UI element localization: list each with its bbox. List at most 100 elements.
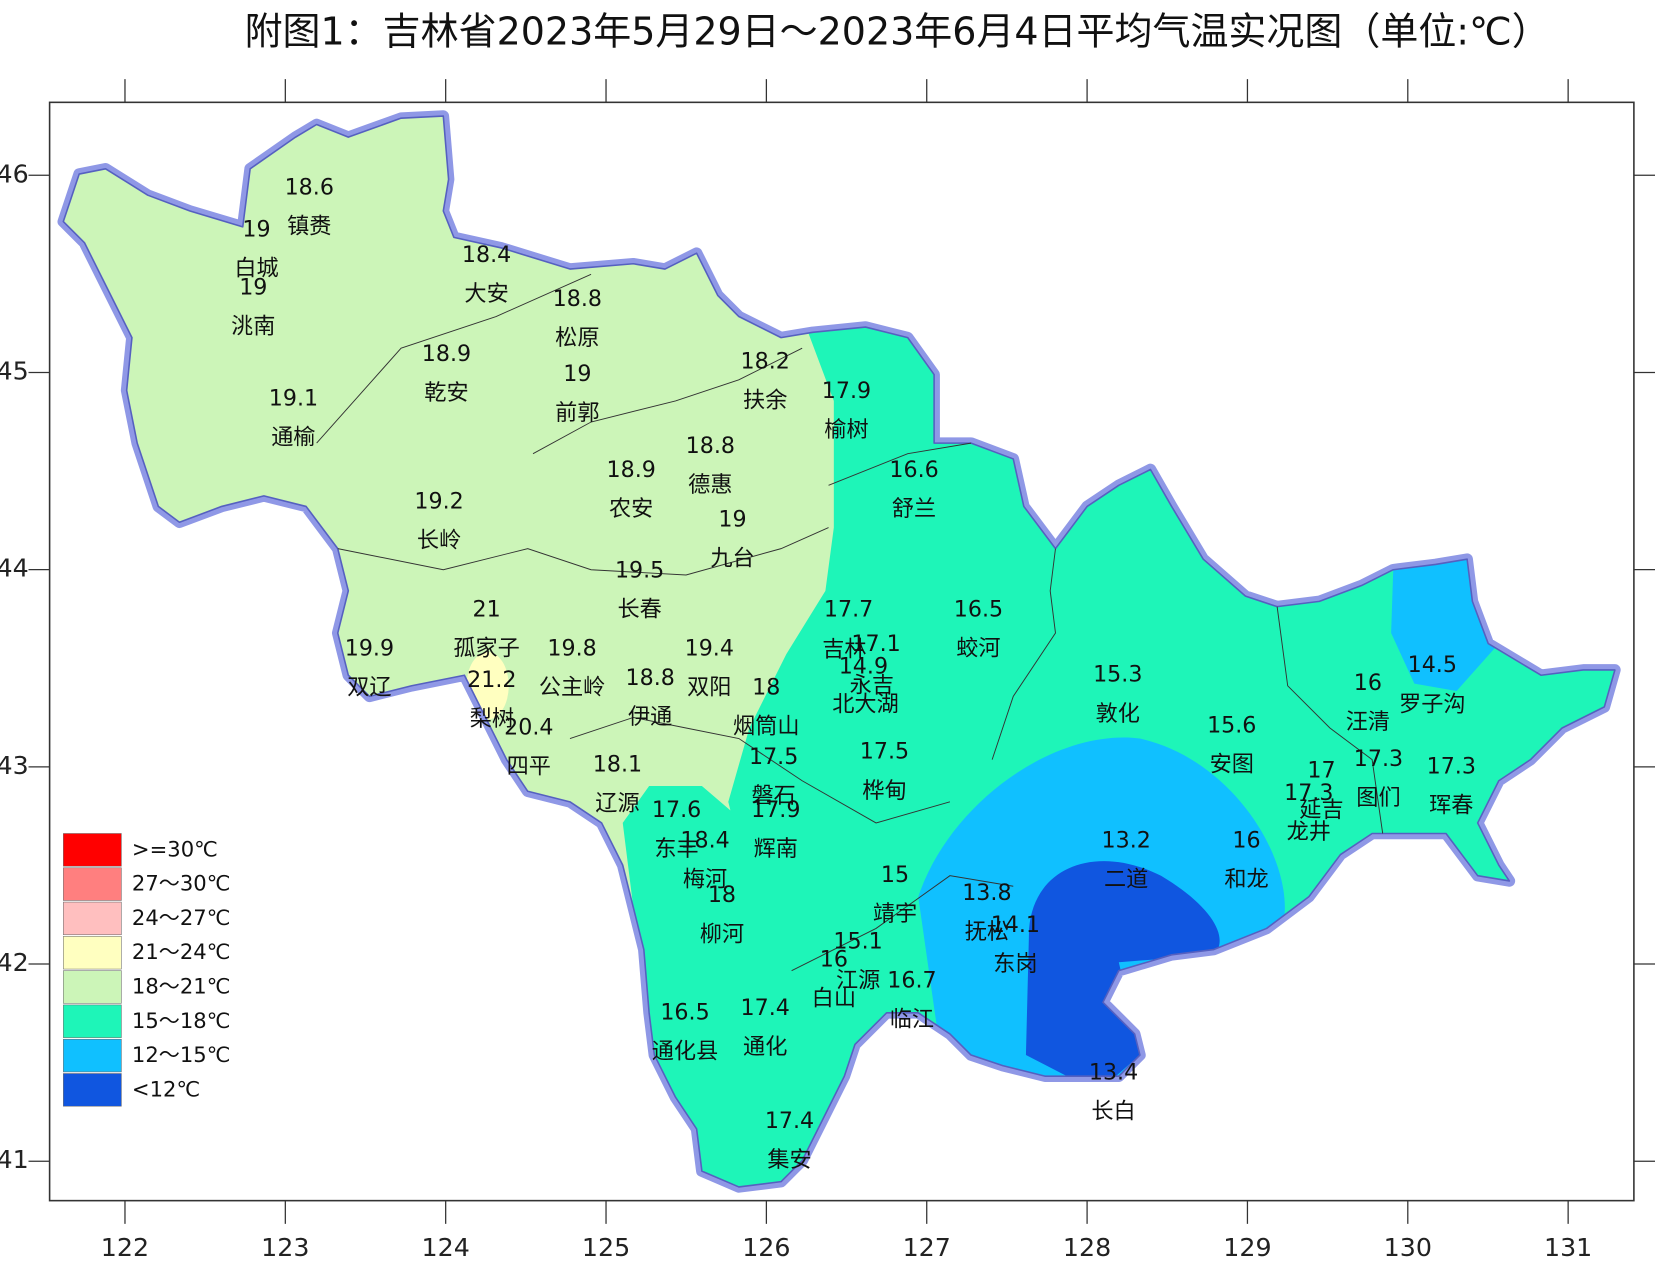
legend-swatch [63, 936, 122, 970]
station-value: 20.4 [504, 714, 553, 740]
station-name: 梨树 [470, 706, 514, 732]
x-tick-label: 129 [1223, 1232, 1271, 1262]
station-name: 双辽 [347, 674, 391, 700]
station-name: 白山 [812, 986, 856, 1012]
county-border [569, 716, 951, 824]
station-name: 孤家子 [453, 635, 519, 661]
county-border [337, 527, 829, 576]
station-name: 龙井 [1287, 819, 1331, 845]
station-name: 柳河 [700, 921, 744, 947]
county-border [791, 875, 1014, 972]
station-name: 延吉 [1299, 797, 1343, 823]
legend-label: 21～24℃ [132, 939, 230, 964]
station-value: 14.5 [1408, 652, 1457, 678]
station-value: 17 [1307, 758, 1335, 784]
station-name: 东丰 [654, 836, 698, 862]
county-border [532, 347, 803, 455]
station-name: 敦化 [1096, 701, 1140, 727]
legend-label: 27～30℃ [132, 871, 230, 896]
station-name: 伊通 [628, 704, 672, 730]
station-value: 17.7 [824, 596, 873, 622]
station-value: 17.4 [765, 1108, 814, 1134]
station-value: 17.1 [851, 631, 900, 657]
legend-swatch [63, 1038, 122, 1073]
station-value: 17.3 [1427, 754, 1476, 780]
station-name: 桦甸 [862, 778, 906, 804]
station-value: 16 [820, 947, 848, 973]
station-value: 19.1 [269, 385, 318, 411]
county-border [828, 442, 972, 486]
station-name: 安图 [1210, 751, 1254, 777]
station-name: 德惠 [688, 472, 732, 498]
station-value: 19 [563, 361, 591, 387]
station-value: 13.2 [1102, 827, 1151, 853]
station-value: 15.6 [1207, 712, 1256, 738]
y-tick-label: 42 [0, 947, 29, 977]
station-name: 长岭 [417, 528, 461, 554]
county-borders [316, 273, 1384, 972]
x-tick-label: 126 [742, 1232, 790, 1262]
county-border [316, 273, 592, 444]
station-name: 图们 [1356, 785, 1400, 811]
station-value: 16 [1232, 827, 1260, 853]
station-value: 19.5 [615, 557, 664, 583]
station-name: 吉林 [822, 636, 866, 662]
station-name: 永吉 [850, 672, 894, 698]
station-value: 17.5 [860, 739, 909, 765]
station-value: 13.4 [1089, 1059, 1138, 1085]
station-value: 16.7 [887, 968, 936, 994]
x-tick-label: 127 [903, 1232, 951, 1262]
x-tick-label: 122 [101, 1232, 149, 1262]
station-name: 松原 [555, 325, 599, 351]
station-name: 双阳 [687, 674, 731, 700]
y-tick-label: 44 [0, 553, 29, 583]
legend-label: 12～15℃ [132, 1042, 230, 1067]
legend-label: 15～18℃ [132, 1008, 230, 1033]
y-tick-label: 46 [0, 158, 29, 188]
station-name: 临江 [890, 1007, 934, 1033]
station-value: 18.9 [607, 457, 656, 483]
station-value: 18.8 [626, 665, 675, 691]
x-tick-label: 123 [261, 1232, 309, 1262]
station-value: 21 [472, 596, 500, 622]
y-tick-label: 45 [0, 355, 29, 385]
station-name: 东岗 [993, 951, 1037, 977]
legend-swatch [63, 1073, 122, 1107]
station-value: 16.6 [889, 457, 938, 483]
station-value: 19 [718, 507, 746, 533]
station-value: 18.8 [553, 286, 602, 312]
station-value: 17.3 [1354, 746, 1403, 772]
station-value: 18.1 [593, 751, 642, 777]
station-name: 辽源 [595, 790, 639, 816]
station-name: 农安 [609, 496, 653, 522]
station-name: 长白 [1091, 1099, 1135, 1125]
station-value: 18.9 [422, 341, 471, 367]
station-value: 19.2 [414, 489, 463, 515]
station-value: 19.4 [685, 635, 734, 661]
station-name: 烟筒山 [733, 713, 799, 739]
station-value: 18 [752, 674, 780, 700]
station-name: 抚松 [965, 919, 1009, 945]
x-tick-label: 125 [582, 1232, 630, 1262]
station-value: 15.1 [833, 929, 882, 955]
county-border [1276, 606, 1384, 834]
province-edge [62, 115, 1616, 1188]
legend-swatch [63, 867, 122, 901]
station-name: 靖宇 [873, 901, 917, 927]
zone-below-12 [1025, 861, 1220, 1092]
legend-swatch [63, 1004, 122, 1038]
station-name: 榆树 [824, 417, 868, 443]
legend-swatch [63, 901, 122, 936]
station-value: 17.9 [751, 797, 800, 823]
legend-label: 24～27℃ [132, 905, 230, 930]
station-value: 18.4 [462, 242, 511, 268]
station-value: 16 [1354, 670, 1382, 696]
legend-swatch [63, 970, 122, 1004]
station-name: 罗子沟 [1399, 691, 1465, 717]
station-name: 乾安 [424, 380, 468, 406]
station-value: 19 [242, 217, 270, 243]
station-name: 珲春 [1429, 793, 1473, 819]
station-value: 17.5 [749, 744, 798, 770]
map-title: 附图1：吉林省2023年5月29日～2023年6月4日平均气温实况图（单位:℃） [245, 9, 1550, 53]
x-tick-label: 128 [1063, 1232, 1111, 1262]
